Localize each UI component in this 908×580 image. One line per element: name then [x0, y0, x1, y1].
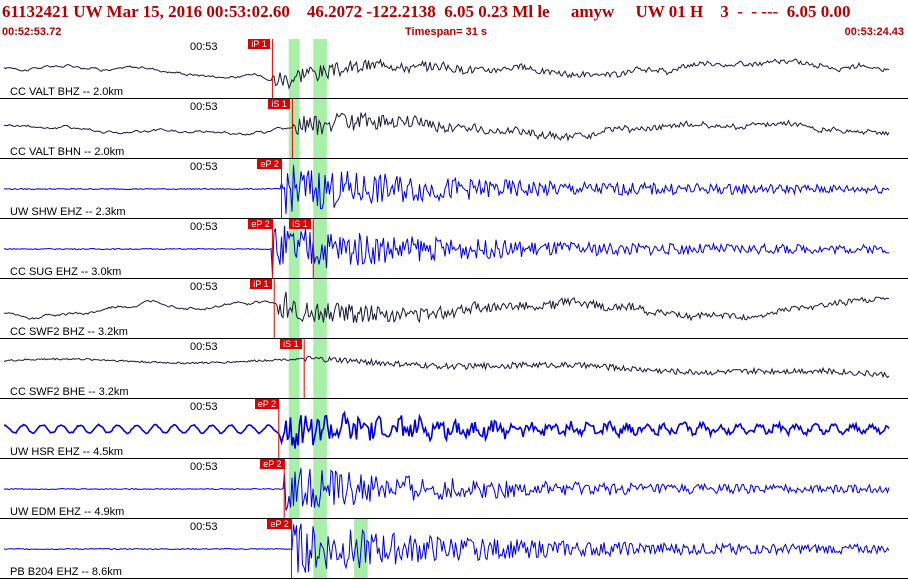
- phase-pick-flag[interactable]: iS 1: [289, 219, 311, 229]
- trace-row[interactable]: 00:53 CC SUG EHZ -- 3.0km eP 2 iS 1: [0, 219, 908, 279]
- phase-pick-flag[interactable]: iP 1: [250, 279, 272, 289]
- phase-pick-flag[interactable]: iS 1: [280, 339, 302, 349]
- waveform-line: [3, 225, 890, 275]
- seismogram-plot: [0, 39, 908, 99]
- waveform-line: [3, 523, 890, 573]
- channel-label: UW EDM EHZ -- 4.9km: [10, 506, 125, 518]
- analysis-window: [313, 219, 327, 279]
- waveform-line: [4, 291, 890, 324]
- trace-time-label: 00:53: [190, 221, 218, 233]
- analysis-window: [288, 279, 300, 339]
- trace-row[interactable]: 00:53 UW HSR EHZ -- 4.5km eP 2: [0, 399, 908, 459]
- channel-label: CC SUG EHZ -- 3.0km: [10, 266, 122, 278]
- trace-row[interactable]: 00:53 UW EDM EHZ -- 4.9km eP 2: [0, 459, 908, 519]
- trace-time-label: 00:53: [190, 461, 218, 473]
- trace-time-label: 00:53: [190, 101, 218, 113]
- channel-label: CC SWF2 BHZ -- 3.2km: [10, 326, 128, 338]
- waveform-line: [3, 410, 890, 449]
- trace-row[interactable]: 00:53 CC VALT BHN -- 2.0km iS 1: [0, 99, 908, 159]
- analysis-window: [313, 459, 327, 519]
- phase-pick-flag[interactable]: eP 2: [248, 219, 273, 229]
- analysis-window: [288, 399, 300, 459]
- trace-time-label: 00:53: [190, 161, 218, 173]
- trace-row[interactable]: 00:53 CC SWF2 BHE -- 3.2km iS 1: [0, 339, 908, 399]
- phase-pick-flag[interactable]: eP 2: [254, 399, 280, 409]
- trace-time-label: 00:53: [190, 521, 218, 533]
- seismogram-plot: [0, 219, 908, 279]
- analysis-window: [313, 279, 327, 339]
- phase-pick-flag[interactable]: iP 1: [248, 39, 270, 49]
- seismogram-plot: [0, 459, 908, 519]
- waveform-line: [3, 467, 890, 511]
- analysis-window: [313, 99, 327, 159]
- phase-pick-flag[interactable]: eP 2: [267, 519, 292, 529]
- analysis-window: [288, 39, 300, 99]
- start-time: 00:52:53.72: [2, 26, 62, 38]
- waveform-line: [3, 355, 890, 379]
- seismogram-plot: [0, 279, 908, 339]
- channel-label: CC VALT BHN -- 2.0km: [10, 146, 125, 158]
- waveform-line: [3, 164, 890, 215]
- seismogram-plot: [0, 519, 908, 579]
- phase-pick-flag[interactable]: eP 2: [257, 159, 282, 169]
- analysis-window: [288, 339, 300, 399]
- analysis-window: [288, 159, 300, 219]
- channel-label: UW SHW EHZ -- 2.3km: [10, 206, 126, 218]
- trace-time-label: 00:53: [190, 41, 218, 53]
- event-header: 61132421 UW Mar 15, 2016 00:53:02.60 46.…: [0, 0, 908, 40]
- trace-time-label: 00:53: [190, 281, 218, 293]
- trace-row[interactable]: 00:53 UW SHW EHZ -- 2.3km eP 2: [0, 159, 908, 219]
- seismogram-plot: [0, 159, 908, 219]
- seismogram-plot: [0, 99, 908, 159]
- seismogram-plot: [0, 399, 908, 459]
- analysis-window: [313, 339, 327, 399]
- analysis-window: [288, 99, 300, 159]
- waveform-line: [3, 112, 890, 142]
- phase-pick-flag[interactable]: iS 1: [268, 99, 290, 109]
- end-time: 00:53:24.43: [844, 26, 904, 38]
- trace-row[interactable]: 00:53 PB B204 EHZ -- 8.6km eP 2: [0, 519, 908, 579]
- trace-row[interactable]: 00:53 CC VALT BHZ -- 2.0km iP 1: [0, 39, 908, 99]
- phase-pick-flag[interactable]: eP 2: [260, 459, 285, 469]
- trace-row[interactable]: 00:53 CC SWF2 BHZ -- 3.2km iP 1: [0, 279, 908, 339]
- channel-label: UW HSR EHZ -- 4.5km: [10, 446, 124, 458]
- seismogram-plot: [0, 339, 908, 399]
- event-title: 61132421 UW Mar 15, 2016 00:53:02.60 46.…: [2, 2, 851, 21]
- channel-label: PB B204 EHZ -- 8.6km: [10, 566, 122, 578]
- channel-label: CC SWF2 BHE -- 3.2km: [10, 386, 129, 398]
- waveform-line: [3, 58, 890, 90]
- timespan: Timespan= 31 s: [405, 26, 488, 38]
- channel-label: CC VALT BHZ -- 2.0km: [10, 86, 124, 98]
- trace-time-label: 00:53: [190, 341, 218, 353]
- trace-time-label: 00:53: [190, 401, 218, 413]
